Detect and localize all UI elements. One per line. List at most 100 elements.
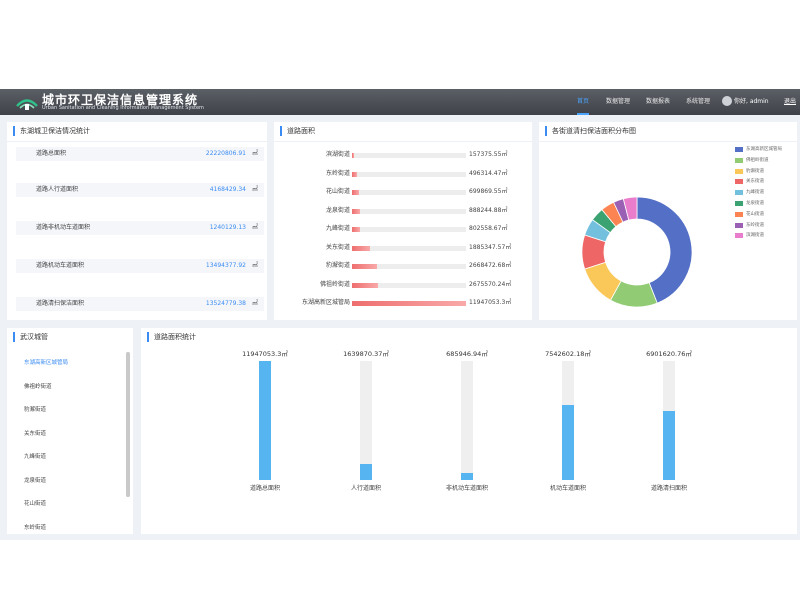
column-value-label: 685946.94㎡ <box>446 350 488 358</box>
column-category-label: 机动车道面积 <box>549 485 586 492</box>
road-value: 157375.55㎡ <box>469 151 508 158</box>
logout-link[interactable]: 退出 <box>784 98 797 105</box>
road-bar-fill <box>352 264 378 269</box>
column-bar-track <box>562 361 574 480</box>
donut-slice[interactable] <box>636 196 693 304</box>
road-bar-track <box>352 282 466 288</box>
divider <box>7 141 267 142</box>
column-bar[interactable] <box>360 463 372 480</box>
road-row: 龙泉街道 888244.88㎡ <box>274 206 540 216</box>
stat-row: 道路人行道面积 4168429.34 ㎡ <box>16 183 264 197</box>
nav-data-reports[interactable]: 数据报表 <box>646 98 671 105</box>
legend-swatch <box>735 233 743 239</box>
user-avatar-icon <box>722 96 732 106</box>
scrollbar-track[interactable] <box>126 352 130 497</box>
column-value-label: 11947053.3㎡ <box>242 350 288 358</box>
column-category-label: 非机动车道面积 <box>445 485 488 492</box>
column-bar-track <box>461 361 473 480</box>
legend-label: 龙泉街道 <box>746 201 764 206</box>
road-row: 花山街道 699869.55㎡ <box>274 187 540 197</box>
district-list-item[interactable]: 佛祖岭街道 <box>24 383 52 390</box>
district-list-item[interactable]: 关东街道 <box>24 430 47 437</box>
legend-label: 豹澥街道 <box>746 168 764 174</box>
road-bar-fill <box>352 171 357 177</box>
road-bar-fill <box>352 190 359 195</box>
column-bar-track <box>360 361 372 480</box>
road-bar-fill <box>352 301 466 306</box>
road-value: 1885347.57㎡ <box>469 243 512 251</box>
district-list-item[interactable]: 九峰街道 <box>24 454 47 460</box>
road-row: 佛祖岭街道 2675570.24㎡ <box>274 280 540 290</box>
stat-row: 道路清扫保洁面积 13524779.38 ㎡ <box>16 297 264 311</box>
stat-value: 13524779.38 <box>205 300 246 307</box>
divider <box>274 141 532 142</box>
app-title: 城市环卫保洁信息管理系统 <box>42 93 199 107</box>
legend-label: 东湖高新区城管局 <box>746 147 782 152</box>
app-root: 城市环卫保洁信息管理系统 Urban Sanitation and Cleani… <box>0 89 800 540</box>
nav-data-management[interactable]: 数据管理 <box>606 98 631 105</box>
road-label: 东岭街道 <box>325 169 350 177</box>
column-bar[interactable] <box>562 404 574 480</box>
divider <box>539 141 797 142</box>
legend-label: 东岭街道 <box>746 222 764 228</box>
wuhan-panel-title: 武汉城管 <box>13 332 48 342</box>
stat-row: 道路总面积 22220806.91 ㎡ <box>16 147 264 161</box>
road-bar-fill <box>352 282 378 288</box>
legend-label: 九峰街道 <box>746 190 764 196</box>
column-bar[interactable] <box>663 411 675 480</box>
road-value: 496314.47㎡ <box>469 169 508 177</box>
road-value: 888244.88㎡ <box>469 206 508 214</box>
column-group: 685946.94㎡ 非机动车道面积 <box>417 328 517 528</box>
scrollbar-thumb[interactable] <box>126 352 130 497</box>
district-list-item[interactable]: 东岭街道 <box>24 524 47 531</box>
road-value: 699869.55㎡ <box>469 188 508 195</box>
app-subtitle: Urban Sanitation and Cleaning Informatio… <box>42 105 204 111</box>
road-bar-track <box>352 264 466 269</box>
stat-label: 道路清扫保洁面积 <box>36 300 85 307</box>
road-bar-track <box>352 208 466 214</box>
legend-swatch <box>735 179 743 185</box>
district-list-item[interactable]: 花山街道 <box>24 501 47 507</box>
stat-unit: ㎡ <box>251 262 258 269</box>
column-bar[interactable] <box>259 361 271 480</box>
legend-label: 滨湖街道 <box>746 233 764 239</box>
column-value-label: 6901620.76㎡ <box>646 350 692 358</box>
column-bar-track <box>663 361 675 480</box>
road-label: 佛祖岭街道 <box>319 280 350 288</box>
district-list-item[interactable]: 龙泉街道 <box>24 477 47 484</box>
legend-swatch <box>735 157 743 163</box>
top-header: 城市环卫保洁信息管理系统 Urban Sanitation and Cleani… <box>0 89 800 115</box>
road-row: 滨湖街道 157375.55㎡ <box>274 150 540 160</box>
legend-swatch <box>735 168 743 174</box>
road-value: 2668472.68㎡ <box>469 262 512 269</box>
road-bar-track <box>352 301 466 306</box>
column-value-label: 1639870.37㎡ <box>343 350 389 358</box>
legend-swatch <box>735 222 743 228</box>
district-list-item[interactable]: 豹澥街道 <box>24 407 47 413</box>
user-greeting: 你好, admin <box>734 98 769 105</box>
road-label: 关东街道 <box>325 243 350 251</box>
stat-row: 道路机动车道面积 13494377.92 ㎡ <box>16 259 264 273</box>
road-bar-track <box>352 171 466 177</box>
wuhan-panel: 武汉城管 东湖高新区城管局 佛祖岭街道豹澥街道关东街道九峰街道龙泉街道花山街道东岭… <box>7 328 133 534</box>
stat-label: 道路总面积 <box>36 150 67 157</box>
stat-unit: ㎡ <box>251 224 258 231</box>
legend-swatch <box>735 190 743 196</box>
district-list-item[interactable]: 东湖高新区城管局 <box>24 360 69 366</box>
column-bar[interactable] <box>461 473 473 480</box>
legend-swatch <box>735 147 743 152</box>
stat-unit: ㎡ <box>251 186 258 193</box>
donut-slice[interactable] <box>622 196 638 221</box>
road-area-title: 道路面积 <box>280 126 315 136</box>
stat-value: 22220806.91 <box>205 150 246 157</box>
column-category-label: 道路总面积 <box>249 485 280 492</box>
column-group: 7542602.18㎡ 机动车道面积 <box>518 328 618 528</box>
legend-swatch <box>735 201 743 206</box>
nav-home[interactable]: 首页 <box>577 89 590 115</box>
stat-row: 道路非机动车道面积 1240129.13 ㎡ <box>16 221 264 235</box>
column-value-label: 7542602.18㎡ <box>545 350 591 358</box>
road-row: 豹澥街道 2668472.68㎡ <box>274 261 540 271</box>
column-group: 6901620.76㎡ 道路清扫面积 <box>619 328 719 528</box>
road-bar-track <box>352 227 466 232</box>
nav-system-management[interactable]: 系统管理 <box>686 98 711 105</box>
